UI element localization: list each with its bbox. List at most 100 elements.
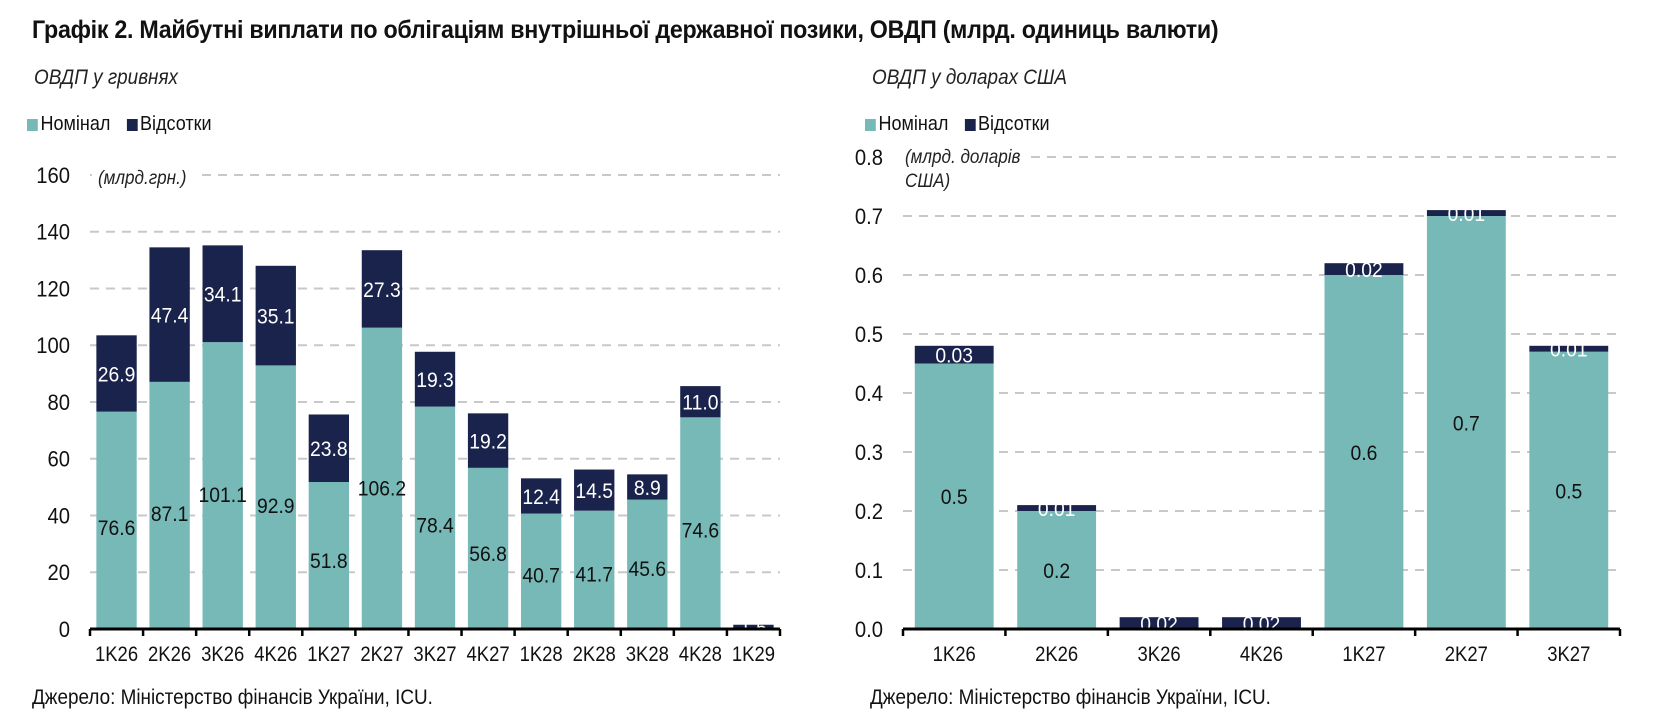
bar-interest bbox=[1119, 617, 1199, 629]
data-label-interest: 14.5 bbox=[575, 480, 613, 503]
data-label-nominal: 74.6 bbox=[682, 520, 720, 543]
legend-label-interest: Відсотки bbox=[978, 113, 1050, 135]
y-tick-label: 0.1 bbox=[855, 559, 883, 583]
x-tick-label: 3K26 bbox=[1138, 643, 1181, 666]
legend-item-nominal: Номінал bbox=[865, 113, 948, 136]
x-tick-label: 2K27 bbox=[360, 643, 403, 666]
data-label-interest: 19.2 bbox=[469, 431, 507, 454]
y-tick-label: 60 bbox=[47, 448, 70, 472]
x-tick-label: 4K27 bbox=[467, 643, 510, 666]
bar-interest bbox=[1426, 210, 1506, 216]
left-chart-legend: Номінал Відсотки bbox=[27, 113, 228, 136]
bar-nominal bbox=[202, 342, 243, 629]
bar-nominal bbox=[627, 499, 668, 629]
data-label-interest: 47.4 bbox=[151, 305, 189, 328]
bar-nominal bbox=[914, 363, 994, 629]
unit-label: (млрд.грн.) bbox=[98, 167, 187, 188]
data-label-interest: 34.1 bbox=[204, 284, 242, 307]
bar-nominal bbox=[680, 417, 721, 629]
data-label-interest: 0.03 bbox=[935, 345, 973, 368]
x-tick-label: 4K26 bbox=[1240, 643, 1283, 666]
data-label-interest: 35.1 bbox=[257, 306, 295, 329]
left-chart-source: Джерело: Міністерство фінансів України, … bbox=[32, 686, 433, 709]
y-tick-label: 80 bbox=[47, 391, 70, 415]
data-label-interest: 0.02 bbox=[1140, 613, 1178, 636]
legend-label-nominal: Номінал bbox=[40, 113, 111, 135]
data-label-nominal: 40.7 bbox=[522, 565, 560, 588]
legend-swatch-nominal bbox=[865, 118, 876, 131]
legend-label-interest: Відсотки bbox=[140, 113, 212, 135]
bar-interest bbox=[1017, 505, 1097, 511]
data-label-nominal: 41.7 bbox=[575, 564, 613, 587]
data-label-nominal: 76.6 bbox=[98, 517, 136, 540]
unit-label: США) bbox=[905, 170, 950, 191]
y-tick-label: 0.0 bbox=[855, 618, 883, 642]
x-tick-label: 1K26 bbox=[933, 643, 976, 666]
y-tick-label: 0.4 bbox=[855, 382, 883, 406]
data-label-nominal: 0.7 bbox=[1453, 413, 1480, 436]
bar-interest bbox=[202, 245, 243, 343]
legend-item-interest: Відсотки bbox=[126, 113, 212, 136]
data-label-interest: 27.3 bbox=[363, 279, 401, 302]
bar-interest bbox=[1324, 263, 1404, 275]
right-chart-subtitle: ОВДП у доларах США bbox=[872, 66, 1067, 89]
unit-label: (млрд. доларів bbox=[905, 146, 1020, 167]
x-tick-label: 4K28 bbox=[679, 643, 722, 666]
data-label-nominal: 101.1 bbox=[199, 484, 247, 507]
x-tick-label: 3K27 bbox=[1547, 643, 1590, 666]
x-tick-label: 2K26 bbox=[1035, 643, 1078, 666]
bar-interest bbox=[520, 478, 562, 514]
data-label-interest: 11.0 bbox=[682, 392, 718, 415]
bar-nominal bbox=[255, 365, 296, 629]
data-label-nominal: 56.8 bbox=[469, 544, 507, 567]
y-tick-label: 160 bbox=[36, 164, 70, 188]
bar-nominal bbox=[1017, 511, 1097, 629]
bar-interest bbox=[255, 265, 296, 366]
data-label-interest: 0.02 bbox=[1243, 613, 1281, 636]
bar-nominal bbox=[361, 327, 403, 629]
data-label-interest: 12.4 bbox=[522, 486, 560, 509]
data-label-nominal: 45.6 bbox=[629, 558, 667, 581]
bar-nominal bbox=[1324, 275, 1404, 629]
legend-swatch-interest bbox=[964, 118, 976, 131]
data-label-interest: 0.01 bbox=[1448, 203, 1486, 226]
x-tick-label: 4K26 bbox=[254, 643, 297, 666]
y-tick-label: 120 bbox=[36, 278, 70, 302]
figure-title: Графік 2. Майбутні виплати по облігаціям… bbox=[32, 16, 1219, 44]
data-label-nominal: 92.9 bbox=[257, 495, 295, 518]
x-tick-label: 2K27 bbox=[1445, 643, 1488, 666]
bar-interest bbox=[1529, 345, 1609, 352]
bar-interest bbox=[627, 474, 668, 500]
data-label-nominal: 0.5 bbox=[1555, 481, 1582, 504]
data-label-interest: 0.01 bbox=[1038, 498, 1076, 521]
left-chart-plot: 0 20 40 60 80 100 120 140 160 (млрд.грн.) 76.6 26.9… bbox=[36, 162, 782, 666]
y-tick-label: 0.7 bbox=[855, 205, 883, 229]
data-label-nominal: 78.4 bbox=[416, 515, 454, 538]
data-label-nominal: 51.8 bbox=[310, 550, 348, 573]
bar-interest bbox=[361, 250, 403, 328]
y-tick-label: 100 bbox=[36, 335, 70, 359]
right-chart-source: Джерело: Міністерство фінансів України, … bbox=[870, 686, 1271, 709]
bar-interest bbox=[680, 386, 721, 418]
x-tick-label: 1K28 bbox=[520, 643, 563, 666]
y-tick-label: 0.3 bbox=[855, 441, 883, 465]
legend-swatch-interest bbox=[126, 118, 138, 131]
bar-nominal bbox=[414, 406, 456, 629]
data-label-interest: 8.9 bbox=[634, 477, 661, 500]
x-tick-label: 2K28 bbox=[573, 643, 616, 666]
right-chart-legend: Номінал Відсотки bbox=[865, 113, 1066, 136]
y-tick-label: 20 bbox=[47, 562, 70, 586]
legend-item-interest: Відсотки bbox=[964, 113, 1050, 136]
y-tick-label: 0.2 bbox=[855, 500, 883, 524]
data-label-interest: 26.9 bbox=[98, 364, 136, 387]
bar-interest bbox=[308, 414, 350, 483]
y-tick-label: 0.6 bbox=[855, 264, 883, 288]
legend-item-nominal: Номінал bbox=[27, 113, 110, 136]
data-label-interest: 19.3 bbox=[416, 369, 454, 392]
bar-nominal bbox=[149, 381, 190, 629]
bar-nominal bbox=[467, 467, 509, 629]
left-chart-subtitle: ОВДП у гривнях bbox=[34, 66, 179, 89]
data-label-interest: 0.02 bbox=[1345, 259, 1383, 282]
x-tick-label: 3K27 bbox=[413, 643, 456, 666]
y-tick-label: 40 bbox=[47, 505, 70, 529]
